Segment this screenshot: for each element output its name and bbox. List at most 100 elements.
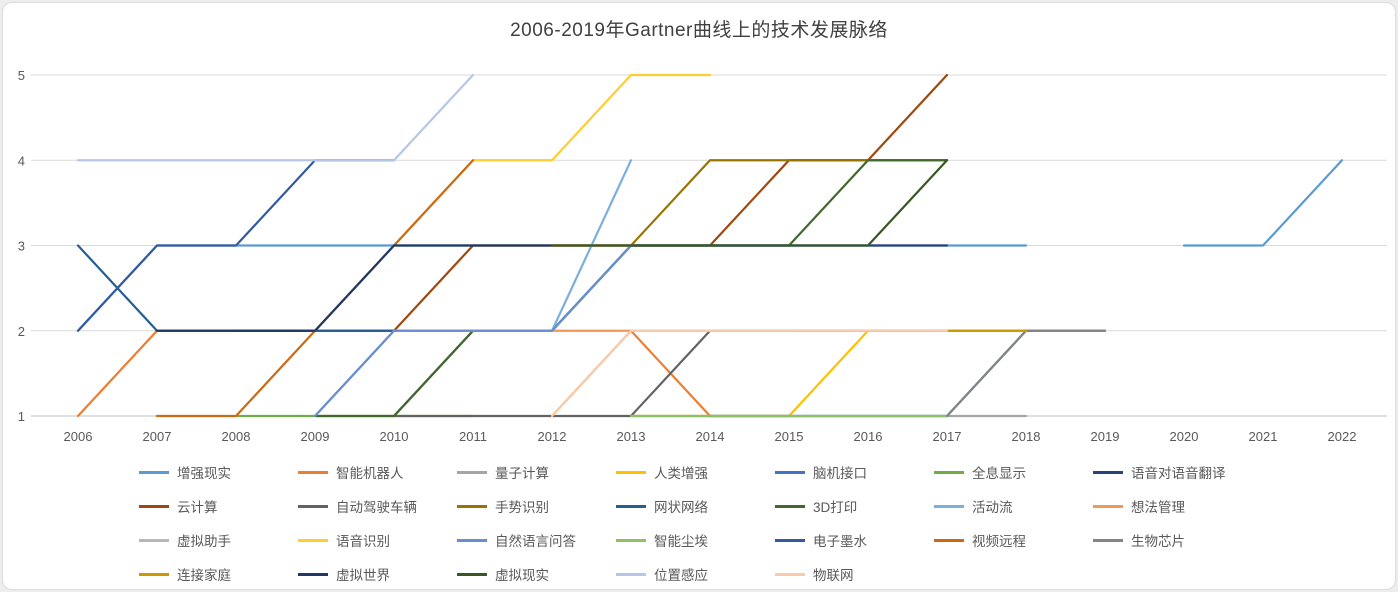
legend-label: 视频远程 bbox=[972, 534, 1026, 549]
legend-item: 视频远程 bbox=[934, 530, 1093, 550]
legend-item: 电子墨水 bbox=[775, 530, 934, 550]
legend-line-swatch bbox=[298, 538, 328, 542]
legend-item: 人类增强 bbox=[616, 462, 775, 482]
legend-item: 自动驾驶车辆 bbox=[298, 496, 457, 516]
series-line-增强现实 bbox=[1182, 159, 1344, 247]
y-tick-label: 2 bbox=[18, 324, 25, 339]
x-tick-label: 2021 bbox=[1249, 429, 1278, 444]
x-tick-label: 2018 bbox=[1012, 429, 1041, 444]
legend-line-swatch bbox=[1093, 538, 1123, 542]
legend-row: 连接家庭 虚拟世界 虚拟现实 位置感应 物联网 bbox=[139, 557, 1395, 589]
x-tick-label: 2020 bbox=[1170, 429, 1199, 444]
legend-item: 脑机接口 bbox=[775, 462, 934, 482]
y-tick-label: 5 bbox=[18, 68, 25, 83]
legend-label: 活动流 bbox=[972, 500, 1013, 515]
legend-line-swatch bbox=[616, 572, 646, 576]
legend-label: 位置感应 bbox=[654, 568, 708, 583]
y-tick-label: 3 bbox=[18, 239, 25, 254]
legend-line-swatch bbox=[934, 504, 964, 508]
series-line-增强现实 bbox=[76, 244, 1028, 332]
legend-item: 3D打印 bbox=[775, 496, 934, 516]
legend-item: 智能尘埃 bbox=[616, 530, 775, 550]
x-tick-label: 2022 bbox=[1328, 429, 1357, 444]
series-line-活动流 bbox=[313, 159, 633, 418]
legend-label: 脑机接口 bbox=[813, 466, 867, 481]
x-tick-label: 2015 bbox=[775, 429, 804, 444]
series-line-视频远程 bbox=[155, 159, 475, 418]
legend-item: 虚拟世界 bbox=[298, 564, 457, 584]
legend-line-swatch bbox=[934, 538, 964, 542]
legend-label: 人类增强 bbox=[654, 466, 708, 481]
legend-item: 虚拟现实 bbox=[457, 564, 616, 584]
legend-item: 活动流 bbox=[934, 496, 1093, 516]
legend-label: 智能尘埃 bbox=[654, 534, 708, 549]
x-tick-label: 2014 bbox=[696, 429, 725, 444]
y-tick-label: 1 bbox=[18, 409, 25, 424]
x-tick-label: 2008 bbox=[222, 429, 251, 444]
x-tick-label: 2013 bbox=[617, 429, 646, 444]
legend-label: 连接家庭 bbox=[177, 568, 231, 583]
series-line-脑机接口 bbox=[708, 329, 1028, 418]
legend-line-swatch bbox=[775, 538, 805, 542]
legend-line-swatch bbox=[139, 572, 169, 576]
x-tick-label: 2017 bbox=[933, 429, 962, 444]
legend-label: 自然语言问答 bbox=[495, 534, 576, 549]
legend-label: 物联网 bbox=[813, 568, 854, 583]
legend-row: 云计算 自动驾驶车辆 手势识别 网状网络 3D打印 活动流 想法管理 bbox=[139, 489, 1395, 523]
x-tick-label: 2019 bbox=[1091, 429, 1120, 444]
legend-line-swatch bbox=[616, 504, 646, 508]
legend-label: 量子计算 bbox=[495, 466, 549, 481]
legend-line-swatch bbox=[298, 470, 328, 474]
legend-label: 电子墨水 bbox=[813, 534, 867, 549]
legend-label: 云计算 bbox=[177, 500, 218, 515]
legend-row: 增强现实 智能机器人 量子计算 人类增强 脑机接口 全息显示 语音对语音翻译 bbox=[139, 455, 1395, 489]
series-line-人类增强 bbox=[629, 329, 1028, 418]
x-tick-label: 2009 bbox=[301, 429, 330, 444]
legend-line-swatch bbox=[298, 572, 328, 576]
legend-label: 想法管理 bbox=[1131, 500, 1185, 515]
legend-label: 3D打印 bbox=[813, 500, 858, 515]
series-line-物联网 bbox=[550, 329, 949, 418]
series-line-自动驾驶车辆 bbox=[392, 329, 1107, 418]
legend-line-swatch bbox=[457, 504, 487, 508]
series-line-虚拟世界 bbox=[155, 244, 554, 332]
legend-item: 增强现实 bbox=[139, 462, 298, 482]
legend-label: 语音识别 bbox=[336, 534, 390, 549]
series-line-网状网络 bbox=[76, 244, 396, 332]
series-line-生物芯片 bbox=[945, 329, 1107, 418]
x-tick-label: 2016 bbox=[854, 429, 883, 444]
legend-line-swatch bbox=[775, 504, 805, 508]
hype-cycle-line-chart: 1 2 3 4 5 2006 2007 2008 2009 2010 2011 2012 2013 201… bbox=[18, 68, 1387, 444]
x-tick-label: 2006 bbox=[64, 429, 93, 444]
series-line-位置感应 bbox=[76, 73, 475, 162]
legend-item: 智能机器人 bbox=[298, 462, 457, 482]
legend-line-swatch bbox=[457, 572, 487, 576]
chart-title: 2006-2019年Gartner曲线上的技术发展脉络 bbox=[510, 20, 888, 41]
legend-line-swatch bbox=[139, 538, 169, 542]
legend-line-swatch bbox=[139, 470, 169, 474]
legend-item: 全息显示 bbox=[934, 462, 1093, 482]
legend-line-swatch bbox=[1093, 504, 1123, 508]
legend-label: 手势识别 bbox=[495, 500, 549, 515]
legend-line-swatch bbox=[457, 470, 487, 474]
legend-line-swatch bbox=[616, 470, 646, 474]
legend-line-swatch bbox=[775, 572, 805, 576]
chart-legend: 增强现实 智能机器人 量子计算 人类增强 脑机接口 全息显示 语音对语音翻译云计算 自动驾驶车… bbox=[3, 455, 1395, 589]
legend-line-swatch bbox=[616, 538, 646, 542]
legend-item: 语音识别 bbox=[298, 530, 457, 550]
legend-item: 位置感应 bbox=[616, 564, 775, 584]
legend-line-swatch bbox=[298, 504, 328, 508]
legend-item: 语音对语音翻译 bbox=[1093, 462, 1252, 482]
legend-line-swatch bbox=[457, 538, 487, 542]
legend-label: 虚拟助手 bbox=[177, 534, 231, 549]
legend-item: 量子计算 bbox=[457, 462, 616, 482]
legend-item: 手势识别 bbox=[457, 496, 616, 516]
legend-item: 云计算 bbox=[139, 496, 298, 516]
legend-item: 物联网 bbox=[775, 564, 934, 584]
legend-label: 语音对语音翻译 bbox=[1131, 466, 1226, 481]
legend-label: 网状网络 bbox=[654, 500, 708, 515]
legend-item: 虚拟助手 bbox=[139, 530, 298, 550]
legend-label: 增强现实 bbox=[177, 466, 231, 481]
legend-label: 全息显示 bbox=[972, 466, 1026, 481]
